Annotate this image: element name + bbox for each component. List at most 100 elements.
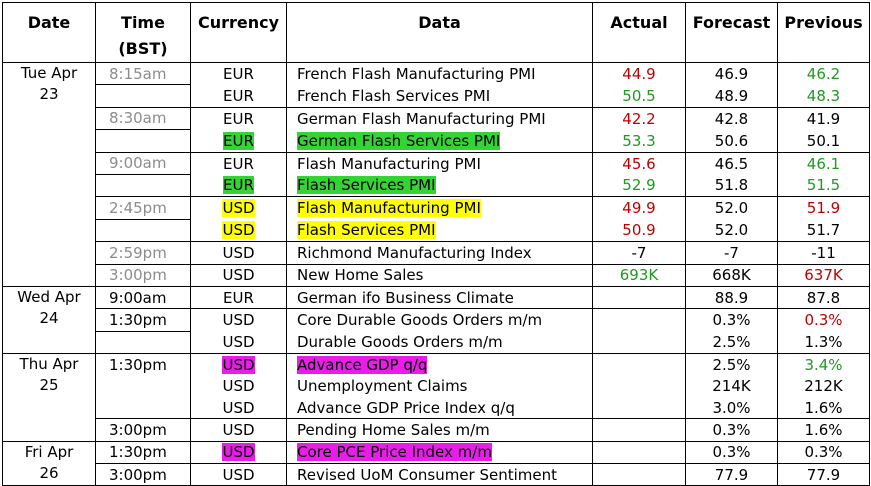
- previous-cell: 1.6%: [777, 396, 870, 420]
- previous-cell: 46.1: [777, 152, 870, 175]
- data-highlight: Flash Manufacturing PMI: [297, 199, 481, 218]
- time-cell: 2:59pm: [95, 241, 191, 265]
- table-row: USD Advance GDP Price Index q/q 3.0% 1.6…: [3, 396, 870, 420]
- data-cell: German Flash Manufacturing PMI: [286, 107, 593, 130]
- header-time: Time (BST): [95, 2, 191, 63]
- actual-cell: 44.9: [592, 62, 686, 85]
- data-cell: French Flash Manufacturing PMI: [286, 62, 593, 85]
- header-previous: Previous: [777, 2, 870, 63]
- currency-cell: USD: [190, 396, 287, 420]
- actual-cell: [592, 308, 686, 332]
- currency-cell: EUR: [190, 152, 287, 175]
- table-row: USD Unemployment Claims 214K 212K: [3, 375, 870, 397]
- table-row: 3:00pm USD New Home Sales 693K 668K 637K: [3, 264, 870, 287]
- forecast-cell: 0.3%: [685, 441, 778, 465]
- forecast-cell: 88.9: [685, 286, 778, 310]
- previous-cell: 50.1: [777, 129, 870, 153]
- previous-cell: 87.8: [777, 286, 870, 310]
- forecast-cell: 214K: [685, 375, 778, 397]
- currency-cell: EUR: [190, 107, 287, 130]
- time-cell: [95, 219, 191, 243]
- time-cell: [95, 84, 191, 108]
- currency-cell: USD: [190, 241, 287, 265]
- data-highlight: Flash Services PMI: [297, 221, 436, 240]
- currency-cell: USD: [190, 375, 287, 397]
- previous-cell: 0.3%: [777, 441, 870, 465]
- data-highlight: German Flash Services PMI: [297, 131, 501, 150]
- data-highlight: Flash Services PMI: [297, 176, 436, 195]
- data-cell: Advance GDP Price Index q/q: [286, 396, 593, 420]
- table-row: Thu Apr 25 1:30pm USD Advance GDP q/q 2.…: [2, 353, 870, 442]
- table-row: 2:45pm USD Flash Manufacturing PMI 49.9 …: [3, 196, 870, 220]
- currency-highlight: USD: [222, 199, 255, 218]
- date-cell: Thu Apr 25: [2, 353, 96, 442]
- currency-highlight: USD: [222, 221, 255, 240]
- data-cell: Advance GDP q/q: [286, 353, 593, 376]
- forecast-cell: 0.3%: [685, 308, 778, 332]
- time-cell: 8:30am: [95, 107, 191, 131]
- table-row: 2:59pm USD Richmond Manufacturing Index …: [3, 241, 870, 265]
- time-cell: 1:30pm: [95, 353, 191, 376]
- currency-cell: USD: [190, 441, 287, 465]
- time-cell: [95, 331, 191, 355]
- actual-cell: 45.6: [592, 152, 686, 175]
- currency-cell: USD: [190, 353, 287, 376]
- data-cell: German ifo Business Climate: [286, 286, 593, 310]
- previous-cell: 51.7: [777, 219, 870, 243]
- currency-cell: USD: [190, 308, 287, 332]
- actual-cell: 50.9: [592, 219, 686, 243]
- forecast-cell: -7: [685, 241, 778, 265]
- table-row: EUR Flash Services PMI 52.9 51.8 51.5: [3, 174, 870, 198]
- currency-cell: USD: [190, 418, 287, 442]
- data-cell: Core PCE Price Index m/m: [286, 441, 593, 465]
- forecast-cell: 0.3%: [685, 418, 778, 442]
- forecast-cell: 48.9: [685, 84, 778, 108]
- time-cell: [95, 396, 191, 420]
- previous-cell: 46.2: [777, 62, 870, 85]
- data-highlight: Core PCE Price Index m/m: [297, 443, 492, 462]
- data-cell: Richmond Manufacturing Index: [286, 241, 593, 265]
- previous-cell: 48.3: [777, 84, 870, 108]
- actual-cell: 52.9: [592, 174, 686, 198]
- currency-cell: EUR: [190, 84, 287, 108]
- forecast-cell: 52.0: [685, 196, 778, 220]
- date-cell: Tue Apr 23: [2, 62, 96, 287]
- previous-cell: 51.5: [777, 174, 870, 198]
- header-date: Date: [2, 2, 96, 63]
- currency-highlight: EUR: [223, 131, 254, 150]
- header-data: Data: [286, 2, 593, 63]
- currency-cell: EUR: [190, 174, 287, 198]
- forecast-cell: 42.8: [685, 107, 778, 130]
- data-cell: Core Durable Goods Orders m/m: [286, 308, 593, 332]
- data-cell: Flash Services PMI: [286, 174, 593, 198]
- actual-cell: [592, 286, 686, 310]
- forecast-cell: 668K: [685, 264, 778, 287]
- time-cell: [95, 174, 191, 198]
- currency-cell: USD: [190, 219, 287, 243]
- actual-cell: 42.2: [592, 107, 686, 130]
- time-cell: [95, 375, 191, 397]
- actual-cell: [592, 396, 686, 420]
- time-cell: 9:00am: [95, 152, 191, 175]
- date-label: Thu Apr 25: [19, 355, 79, 395]
- table-row: 8:30am EUR German Flash Manufacturing PM…: [3, 107, 870, 131]
- data-cell: Flash Manufacturing PMI: [286, 196, 593, 220]
- previous-cell: 1.3%: [777, 331, 870, 355]
- actual-cell: [592, 441, 686, 465]
- currency-highlight: EUR: [223, 176, 254, 195]
- currency-highlight: USD: [222, 443, 255, 462]
- previous-cell: 3.4%: [777, 353, 870, 376]
- data-cell: Flash Manufacturing PMI: [286, 152, 593, 175]
- forecast-cell: 51.8: [685, 174, 778, 198]
- date-label: Fri Apr 26: [24, 442, 74, 482]
- data-cell: New Home Sales: [286, 264, 593, 287]
- header-row: Date Time (BST) Currency Data Actual For…: [2, 2, 870, 63]
- data-highlight: Advance GDP q/q: [297, 355, 428, 374]
- time-cell: 1:30pm: [95, 308, 191, 332]
- data-cell: Unemployment Claims: [286, 375, 593, 397]
- header-currency: Currency: [190, 2, 287, 63]
- forecast-cell: 2.5%: [685, 353, 778, 376]
- currency-cell: USD: [190, 264, 287, 287]
- table-row: EUR German Flash Services PMI 53.3 50.6 …: [3, 129, 870, 153]
- data-cell: French Flash Services PMI: [286, 84, 593, 108]
